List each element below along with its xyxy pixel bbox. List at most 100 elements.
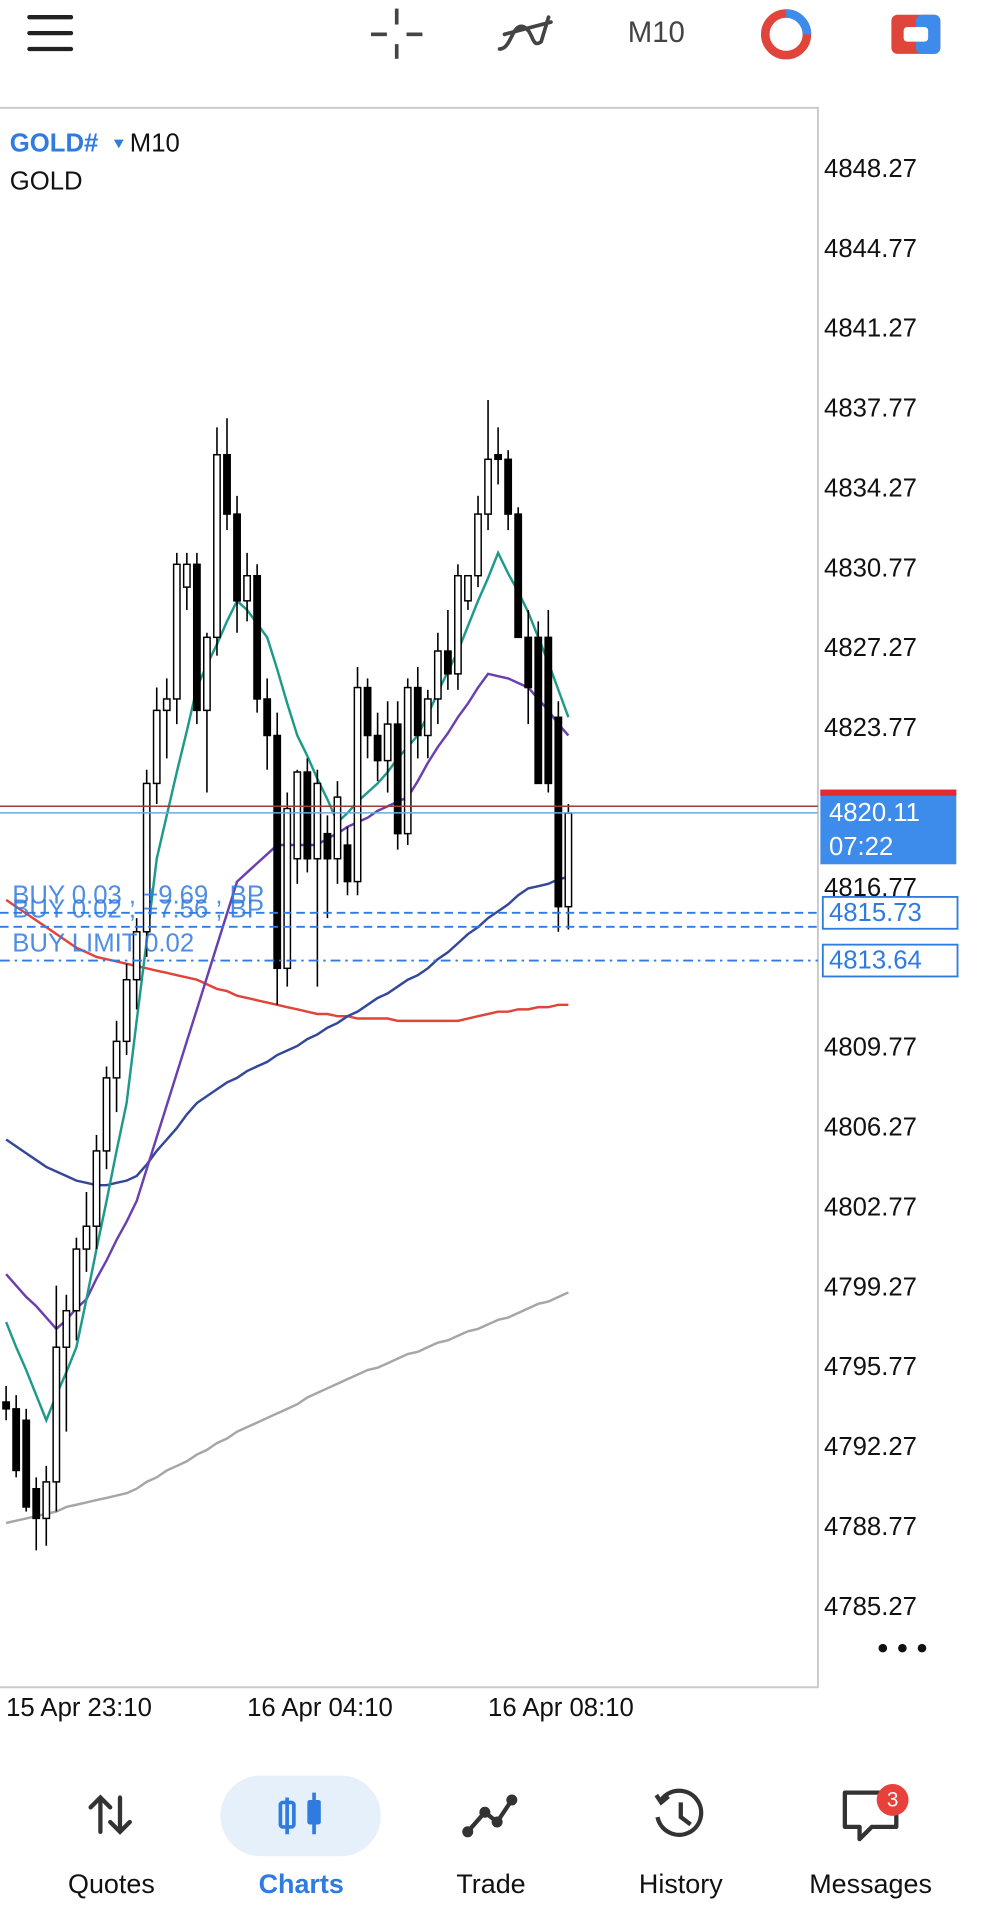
symbol-dropdown-icon[interactable] [113, 139, 124, 149]
candle-body [293, 771, 302, 860]
quotes-icon [88, 1794, 132, 1835]
bid-badge-ask-stripe [820, 789, 957, 796]
order-price-badge [821, 943, 959, 978]
candle-body [42, 1481, 51, 1520]
candle-body [323, 832, 332, 860]
candle-body [82, 1225, 91, 1250]
candle-body [474, 513, 482, 577]
x-tick-label: 16 Apr 04:10 [247, 1694, 393, 1722]
candle-body [283, 807, 292, 970]
chart-overlay: 4848.27 4844.77 4841.27 4837.77 4834.27 4830.… [0, 155, 959, 1722]
nav-tab[interactable]: Charts [259, 1869, 344, 1899]
moving-average-line [5, 672, 570, 1331]
y-tick-label: 4848.27 [824, 155, 917, 183]
messages-badge [876, 1784, 909, 1816]
candle-body [514, 513, 523, 639]
nav-tab[interactable]: Quotes [68, 1869, 155, 1899]
chart-timeframe: M10 [130, 129, 180, 157]
order-label: BUY LIMIT 0.02 [12, 929, 194, 957]
order-price-badge [821, 896, 959, 930]
symbol[interactable]: GOLD# [10, 129, 99, 157]
candle-body [443, 650, 452, 675]
bid-price: 4820.11 [829, 799, 920, 827]
history-icon [654, 1788, 704, 1837]
y-tick-label: 4799.27 [824, 1273, 917, 1301]
y-tick-label: 4837.77 [824, 395, 917, 423]
x-tick-label: 16 Apr 08:10 [488, 1694, 634, 1722]
y-tick-label: 4802.77 [824, 1193, 917, 1221]
candle-body [263, 698, 272, 737]
nav-tab[interactable]: Messages [809, 1869, 932, 1899]
candle-body [373, 734, 382, 762]
candle-body [363, 686, 372, 737]
candle-body [62, 1309, 71, 1348]
order-price: 4813.64 [829, 947, 922, 975]
candle-body [534, 636, 543, 785]
candle-body [253, 574, 262, 700]
plot-area [2, 399, 573, 1551]
y-tick-label: 4823.77 [824, 714, 917, 742]
y-tick-label: 4844.77 [824, 235, 917, 263]
x-tick-label: 15 Apr 23:10 [6, 1694, 152, 1722]
y-tick-label: 4834.27 [824, 474, 917, 502]
candle-body [22, 1419, 31, 1508]
timeframe-button[interactable]: M10 [628, 16, 685, 49]
candle-body [122, 978, 131, 1043]
y-tick-label: 4806.27 [824, 1114, 917, 1142]
candle-body [544, 636, 553, 785]
candle-body [162, 698, 171, 712]
candle-body [333, 796, 342, 860]
candle-body [72, 1248, 81, 1312]
candle-body [102, 1077, 111, 1152]
y-tick-label: 4788.77 [824, 1513, 917, 1541]
menu-button[interactable] [27, 15, 74, 52]
order-price: 4815.73 [829, 899, 922, 927]
y-tick-label: 4792.27 [824, 1433, 917, 1461]
trade-icon [462, 1794, 518, 1838]
candle-body [92, 1150, 101, 1227]
candle-body [423, 698, 432, 737]
chart-frame [0, 106, 819, 1689]
nav-tab[interactable]: Trade [456, 1869, 525, 1899]
y-tick-label: 4785.27 [824, 1593, 917, 1621]
candle-body [494, 454, 503, 461]
candle-body [2, 1401, 11, 1410]
y-tick-label: 4827.27 [824, 634, 917, 662]
crosshair-button[interactable] [371, 8, 423, 59]
candle-body [243, 574, 252, 602]
candle-body [112, 1040, 121, 1079]
candle-body [132, 931, 141, 981]
order-label: BUY 0.02 , +7.56 , BP [12, 896, 264, 924]
y-tick-label: 4795.77 [824, 1353, 917, 1381]
y-tick-label: 4830.77 [824, 554, 917, 582]
candle-body [343, 844, 352, 883]
trade-button[interactable] [891, 14, 941, 54]
candle-body [12, 1408, 21, 1472]
active-tab-background [220, 1775, 381, 1857]
candle-body [303, 771, 312, 860]
symbol-description: GOLD [10, 167, 83, 195]
candle-body [182, 563, 191, 588]
indicators-button[interactable] [497, 15, 553, 51]
moving-average-line [4, 549, 570, 1424]
candle-body [484, 458, 492, 515]
candle-body [433, 650, 442, 700]
moving-average-line [5, 898, 569, 1023]
one-click-trading-button[interactable] [760, 9, 812, 60]
more-button[interactable] [878, 1643, 927, 1653]
bottom-navigation: 3 Quotes Charts Trade History Messages [68, 1775, 932, 1899]
candle-body [504, 458, 513, 515]
candle-body [413, 686, 422, 737]
candle-body [313, 782, 322, 860]
y-tick-label: 4841.27 [824, 315, 917, 343]
candle-body [454, 574, 462, 675]
candle-body [32, 1487, 41, 1520]
charts-icon [278, 1792, 321, 1835]
nav-tab[interactable]: History [639, 1869, 723, 1899]
candle-body [192, 563, 201, 712]
toolbar: M10 [27, 8, 941, 60]
candle-body [213, 454, 221, 639]
candle-body [172, 563, 181, 700]
